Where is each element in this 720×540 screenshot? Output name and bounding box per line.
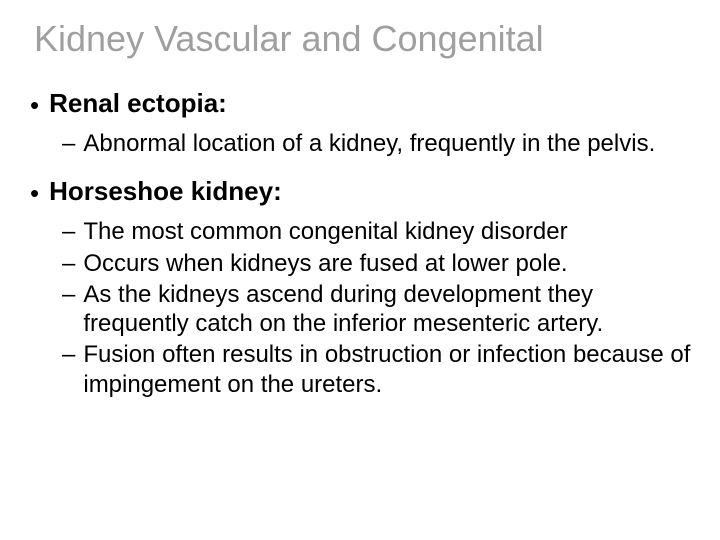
sub-text: Abnormal location of a kidney, frequentl… bbox=[83, 129, 692, 158]
bullet-marker: • bbox=[30, 180, 39, 206]
dash-marker: – bbox=[62, 280, 75, 309]
bullet-marker: • bbox=[30, 92, 39, 118]
sub-text: Fusion often results in obstruction or i… bbox=[83, 340, 692, 399]
dash-marker: – bbox=[62, 340, 75, 369]
sub-text: The most common congenital kidney disord… bbox=[83, 217, 692, 246]
bullet-label: Horseshoe kidney: bbox=[49, 176, 282, 207]
dash-marker: – bbox=[62, 249, 75, 278]
sub-text: As the kidneys ascend during development… bbox=[83, 280, 692, 339]
sub-list: – Abnormal location of a kidney, frequen… bbox=[62, 129, 692, 158]
dash-marker: – bbox=[62, 217, 75, 246]
bullet-item: • Renal ectopia: bbox=[28, 88, 692, 119]
sub-item: – Fusion often results in obstruction or… bbox=[62, 340, 692, 399]
slide-title: Kidney Vascular and Congenital bbox=[34, 18, 692, 60]
dash-marker: – bbox=[62, 129, 75, 158]
sub-item: – As the kidneys ascend during developme… bbox=[62, 280, 692, 339]
section-renal-ectopia: • Renal ectopia: – Abnormal location of … bbox=[28, 88, 692, 158]
sub-list: – The most common congenital kidney diso… bbox=[62, 217, 692, 399]
sub-item: – Occurs when kidneys are fused at lower… bbox=[62, 249, 692, 278]
sub-item: – The most common congenital kidney diso… bbox=[62, 217, 692, 246]
bullet-label: Renal ectopia: bbox=[49, 88, 227, 119]
sub-text: Occurs when kidneys are fused at lower p… bbox=[83, 249, 692, 278]
bullet-item: • Horseshoe kidney: bbox=[28, 176, 692, 207]
sub-item: – Abnormal location of a kidney, frequen… bbox=[62, 129, 692, 158]
section-horseshoe-kidney: • Horseshoe kidney: – The most common co… bbox=[28, 176, 692, 399]
